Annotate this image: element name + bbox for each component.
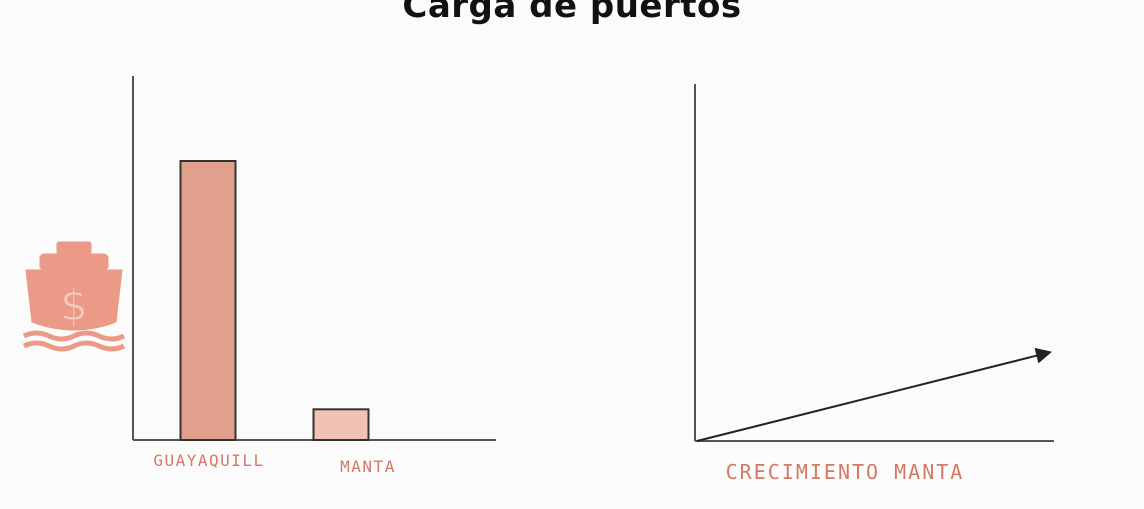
bar-guayaquill [179, 160, 237, 441]
x-axis-label-crecimiento-manta: CRECIMIENTO MANTA [726, 460, 965, 484]
arrowhead-icon [1034, 347, 1052, 364]
svg-text:$: $ [60, 280, 88, 331]
category-label-manta: MANTA [340, 457, 396, 476]
growth-line [696, 353, 1041, 442]
ship-dollar-icon: $ [22, 241, 126, 352]
growth-line-series [696, 347, 1052, 442]
bar-manta [312, 408, 370, 441]
page-title: Carga de puertos [402, 0, 742, 26]
bar-series [179, 160, 370, 441]
category-label-guayaquill: GUAYAQUILL [153, 451, 264, 470]
